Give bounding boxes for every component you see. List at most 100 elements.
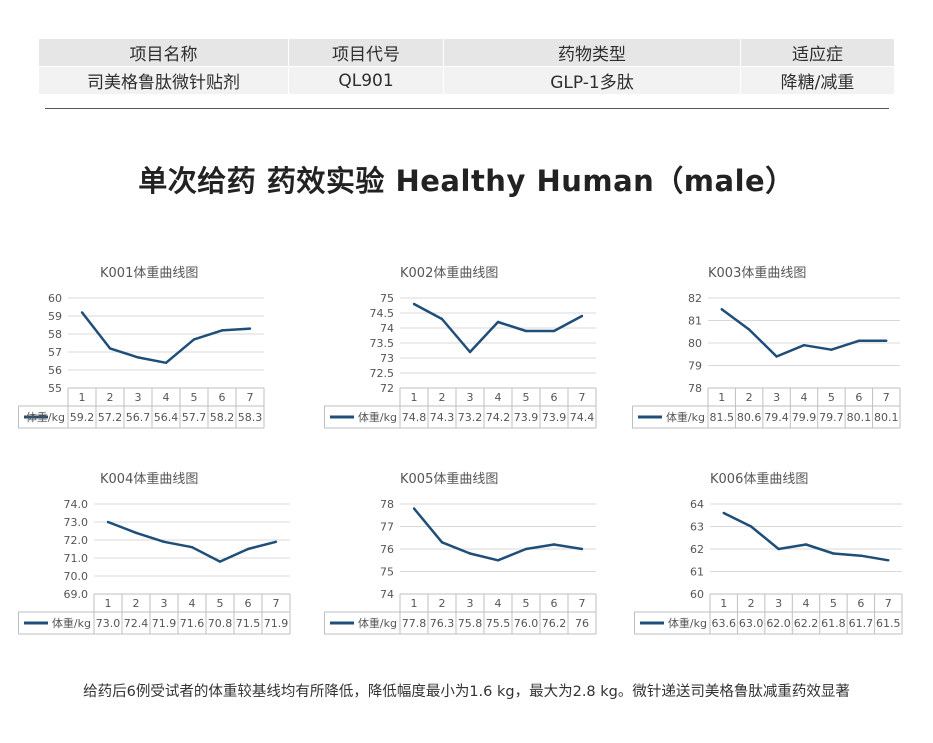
data-point xyxy=(412,507,416,510)
y-tick-label: 70.0 xyxy=(64,570,89,583)
series-name: 体重/kg xyxy=(668,616,707,630)
data-label: 76.2 xyxy=(542,617,567,630)
data-point xyxy=(108,347,112,350)
series-name: 体重/kg xyxy=(358,616,397,630)
series-line xyxy=(107,520,277,563)
x-tick-label: 6 xyxy=(855,391,862,404)
x-tick-label: 5 xyxy=(191,391,198,404)
data-point xyxy=(832,552,835,555)
x-tick-label: 1 xyxy=(79,391,86,404)
data-point xyxy=(885,339,888,342)
y-tick-label: 75 xyxy=(380,292,394,305)
data-point xyxy=(136,356,140,359)
y-tick-label: 74 xyxy=(380,322,394,335)
data-point xyxy=(775,355,778,358)
data-point xyxy=(468,350,472,354)
info-table-value-row: 司美格鲁肽微针贴剂 QL901 GLP-1多肽 降糖/减重 xyxy=(38,66,895,95)
y-tick-label: 82 xyxy=(688,292,702,305)
data-point xyxy=(440,541,444,544)
x-tick-label: 2 xyxy=(439,391,446,404)
x-tick-label: 5 xyxy=(830,597,837,610)
x-tick-label: 2 xyxy=(133,597,140,610)
data-label: 80.1 xyxy=(874,411,899,424)
data-label: 80.1 xyxy=(847,411,872,424)
data-label: 76.3 xyxy=(430,617,455,630)
data-label: 71.9 xyxy=(264,617,289,630)
data-label: 81.5 xyxy=(709,411,734,424)
data-label: 71.6 xyxy=(180,617,205,630)
weight-chart: K005体重曲线图 74 75 76 77 78 1 2 3 4 5 6 7 体重/kg 77.8 76.3 7… xyxy=(324,468,597,635)
data-point xyxy=(887,559,890,562)
info-value-cell: GLP-1多肽 xyxy=(443,66,741,95)
x-tick-label: 6 xyxy=(219,391,226,404)
x-tick-label: 3 xyxy=(773,391,780,404)
x-tick-label: 3 xyxy=(467,391,474,404)
x-tick-label: 2 xyxy=(107,391,114,404)
data-label: 73.0 xyxy=(96,617,121,630)
data-label: 61.5 xyxy=(876,617,901,630)
y-tick-label: 72.0 xyxy=(64,534,89,547)
data-label: 79.4 xyxy=(764,411,789,424)
project-info-table: 项目名称 项目代号 药物类型 适应症 司美格鲁肽微针贴剂 QL901 GLP-1… xyxy=(38,38,895,95)
y-tick-label: 59 xyxy=(48,310,62,323)
x-tick-label: 6 xyxy=(551,597,558,610)
y-tick-label: 77 xyxy=(380,521,394,534)
chart-svg: 72 72.5 73 73.5 74 74.5 75 1 2 3 4 5 6 7 体重/kg 74.8 74.3… xyxy=(324,292,597,429)
data-label: 56.4 xyxy=(154,411,179,424)
data-label: 75.8 xyxy=(458,617,483,630)
data-point xyxy=(524,547,528,551)
page-headline: 单次给药 药效实验 Healthy Human（male） xyxy=(138,164,795,198)
series-line xyxy=(413,507,583,562)
data-label: 80.6 xyxy=(737,411,762,424)
data-point xyxy=(496,559,500,562)
data-point xyxy=(246,547,250,551)
data-point xyxy=(802,344,806,347)
data-label: 74.2 xyxy=(486,411,511,424)
data-label: 79.7 xyxy=(819,411,844,424)
data-label: 70.8 xyxy=(208,617,233,630)
x-tick-label: 3 xyxy=(775,597,782,610)
divider-line xyxy=(45,108,889,109)
y-tick-label: 62 xyxy=(690,543,704,556)
weight-chart: K002体重曲线图 72 72.5 73 73.5 74 74.5 75 1 2 3 4 5 6 7 体重/k… xyxy=(324,262,597,429)
y-tick-label: 76 xyxy=(380,543,394,556)
data-point xyxy=(80,311,84,314)
data-label: 56.7 xyxy=(126,411,151,424)
data-label: 73.9 xyxy=(514,411,539,424)
data-point xyxy=(857,339,861,342)
x-tick-label: 2 xyxy=(746,391,753,404)
chart-svg: 69.0 70.0 71.0 72.0 73.0 74.0 1 2 3 4 5 6 7 体重/kg 73.0… xyxy=(18,498,291,635)
y-tick-label: 56 xyxy=(48,364,62,377)
series-line xyxy=(723,511,889,562)
y-tick-label: 80 xyxy=(688,337,702,350)
data-point xyxy=(777,547,780,551)
data-label: 76.0 xyxy=(514,617,539,630)
y-tick-label: 61 xyxy=(690,566,704,579)
y-tick-label: 78 xyxy=(380,498,394,511)
info-table-header-row: 项目名称 项目代号 药物类型 适应症 xyxy=(38,38,895,67)
data-label: 76 xyxy=(575,617,589,630)
x-tick-label: 5 xyxy=(828,391,835,404)
data-point xyxy=(552,329,556,333)
x-tick-label: 4 xyxy=(495,391,502,404)
x-tick-label: 5 xyxy=(217,597,224,610)
data-label: 57.2 xyxy=(98,411,123,424)
info-value-cell: QL901 xyxy=(288,66,444,95)
data-point xyxy=(749,525,753,528)
data-point xyxy=(192,338,196,341)
data-label: 77.8 xyxy=(402,617,427,630)
x-tick-label: 3 xyxy=(161,597,168,610)
data-point xyxy=(106,520,110,524)
data-point xyxy=(468,552,472,555)
data-point xyxy=(524,329,528,333)
series-name: 体重/kg xyxy=(26,410,65,424)
series-name: 体重/kg xyxy=(358,410,397,424)
data-point xyxy=(440,317,444,321)
chart-title: K005体重曲线图 xyxy=(400,472,499,487)
x-tick-label: 5 xyxy=(523,391,530,404)
y-tick-label: 71.0 xyxy=(64,552,89,565)
data-label: 74.4 xyxy=(570,411,595,424)
data-point xyxy=(580,547,584,551)
data-point xyxy=(134,531,138,534)
